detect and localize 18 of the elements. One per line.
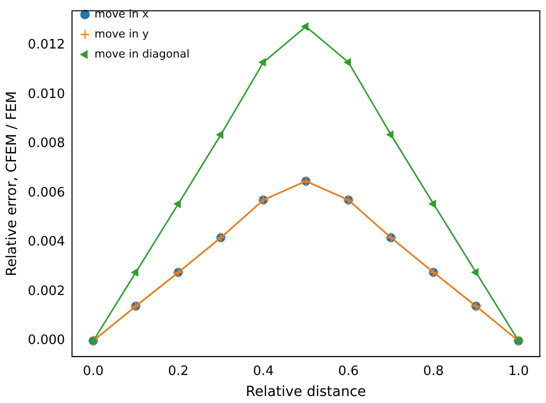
x-tick-label: 1.0 bbox=[508, 364, 529, 379]
y-tick-label: 0.012 bbox=[28, 38, 66, 53]
x-tick-label: 0.4 bbox=[253, 364, 274, 379]
x-tick-label: 0.0 bbox=[82, 364, 104, 379]
y-tick-label: 0.010 bbox=[28, 86, 66, 102]
y-tick-label: 0.000 bbox=[28, 333, 66, 348]
y-tick-label: 0.002 bbox=[28, 284, 66, 299]
y-axis-title: Relative error, CFEM / FEM bbox=[4, 91, 20, 276]
x-axis-title: Relative distance bbox=[246, 384, 366, 400]
x-tick-label: 0.6 bbox=[338, 364, 359, 379]
x-tick-label: 0.8 bbox=[423, 364, 444, 379]
y-tick-label: 0.006 bbox=[28, 185, 66, 200]
legend-label: move in x bbox=[94, 7, 150, 20]
legend-label: move in y bbox=[94, 27, 150, 40]
x-tick-label: 0.2 bbox=[168, 364, 189, 379]
y-tick-label: 0.004 bbox=[28, 234, 66, 250]
legend-label: move in diagonal bbox=[94, 47, 190, 60]
y-tick-label: 0.008 bbox=[28, 136, 66, 152]
